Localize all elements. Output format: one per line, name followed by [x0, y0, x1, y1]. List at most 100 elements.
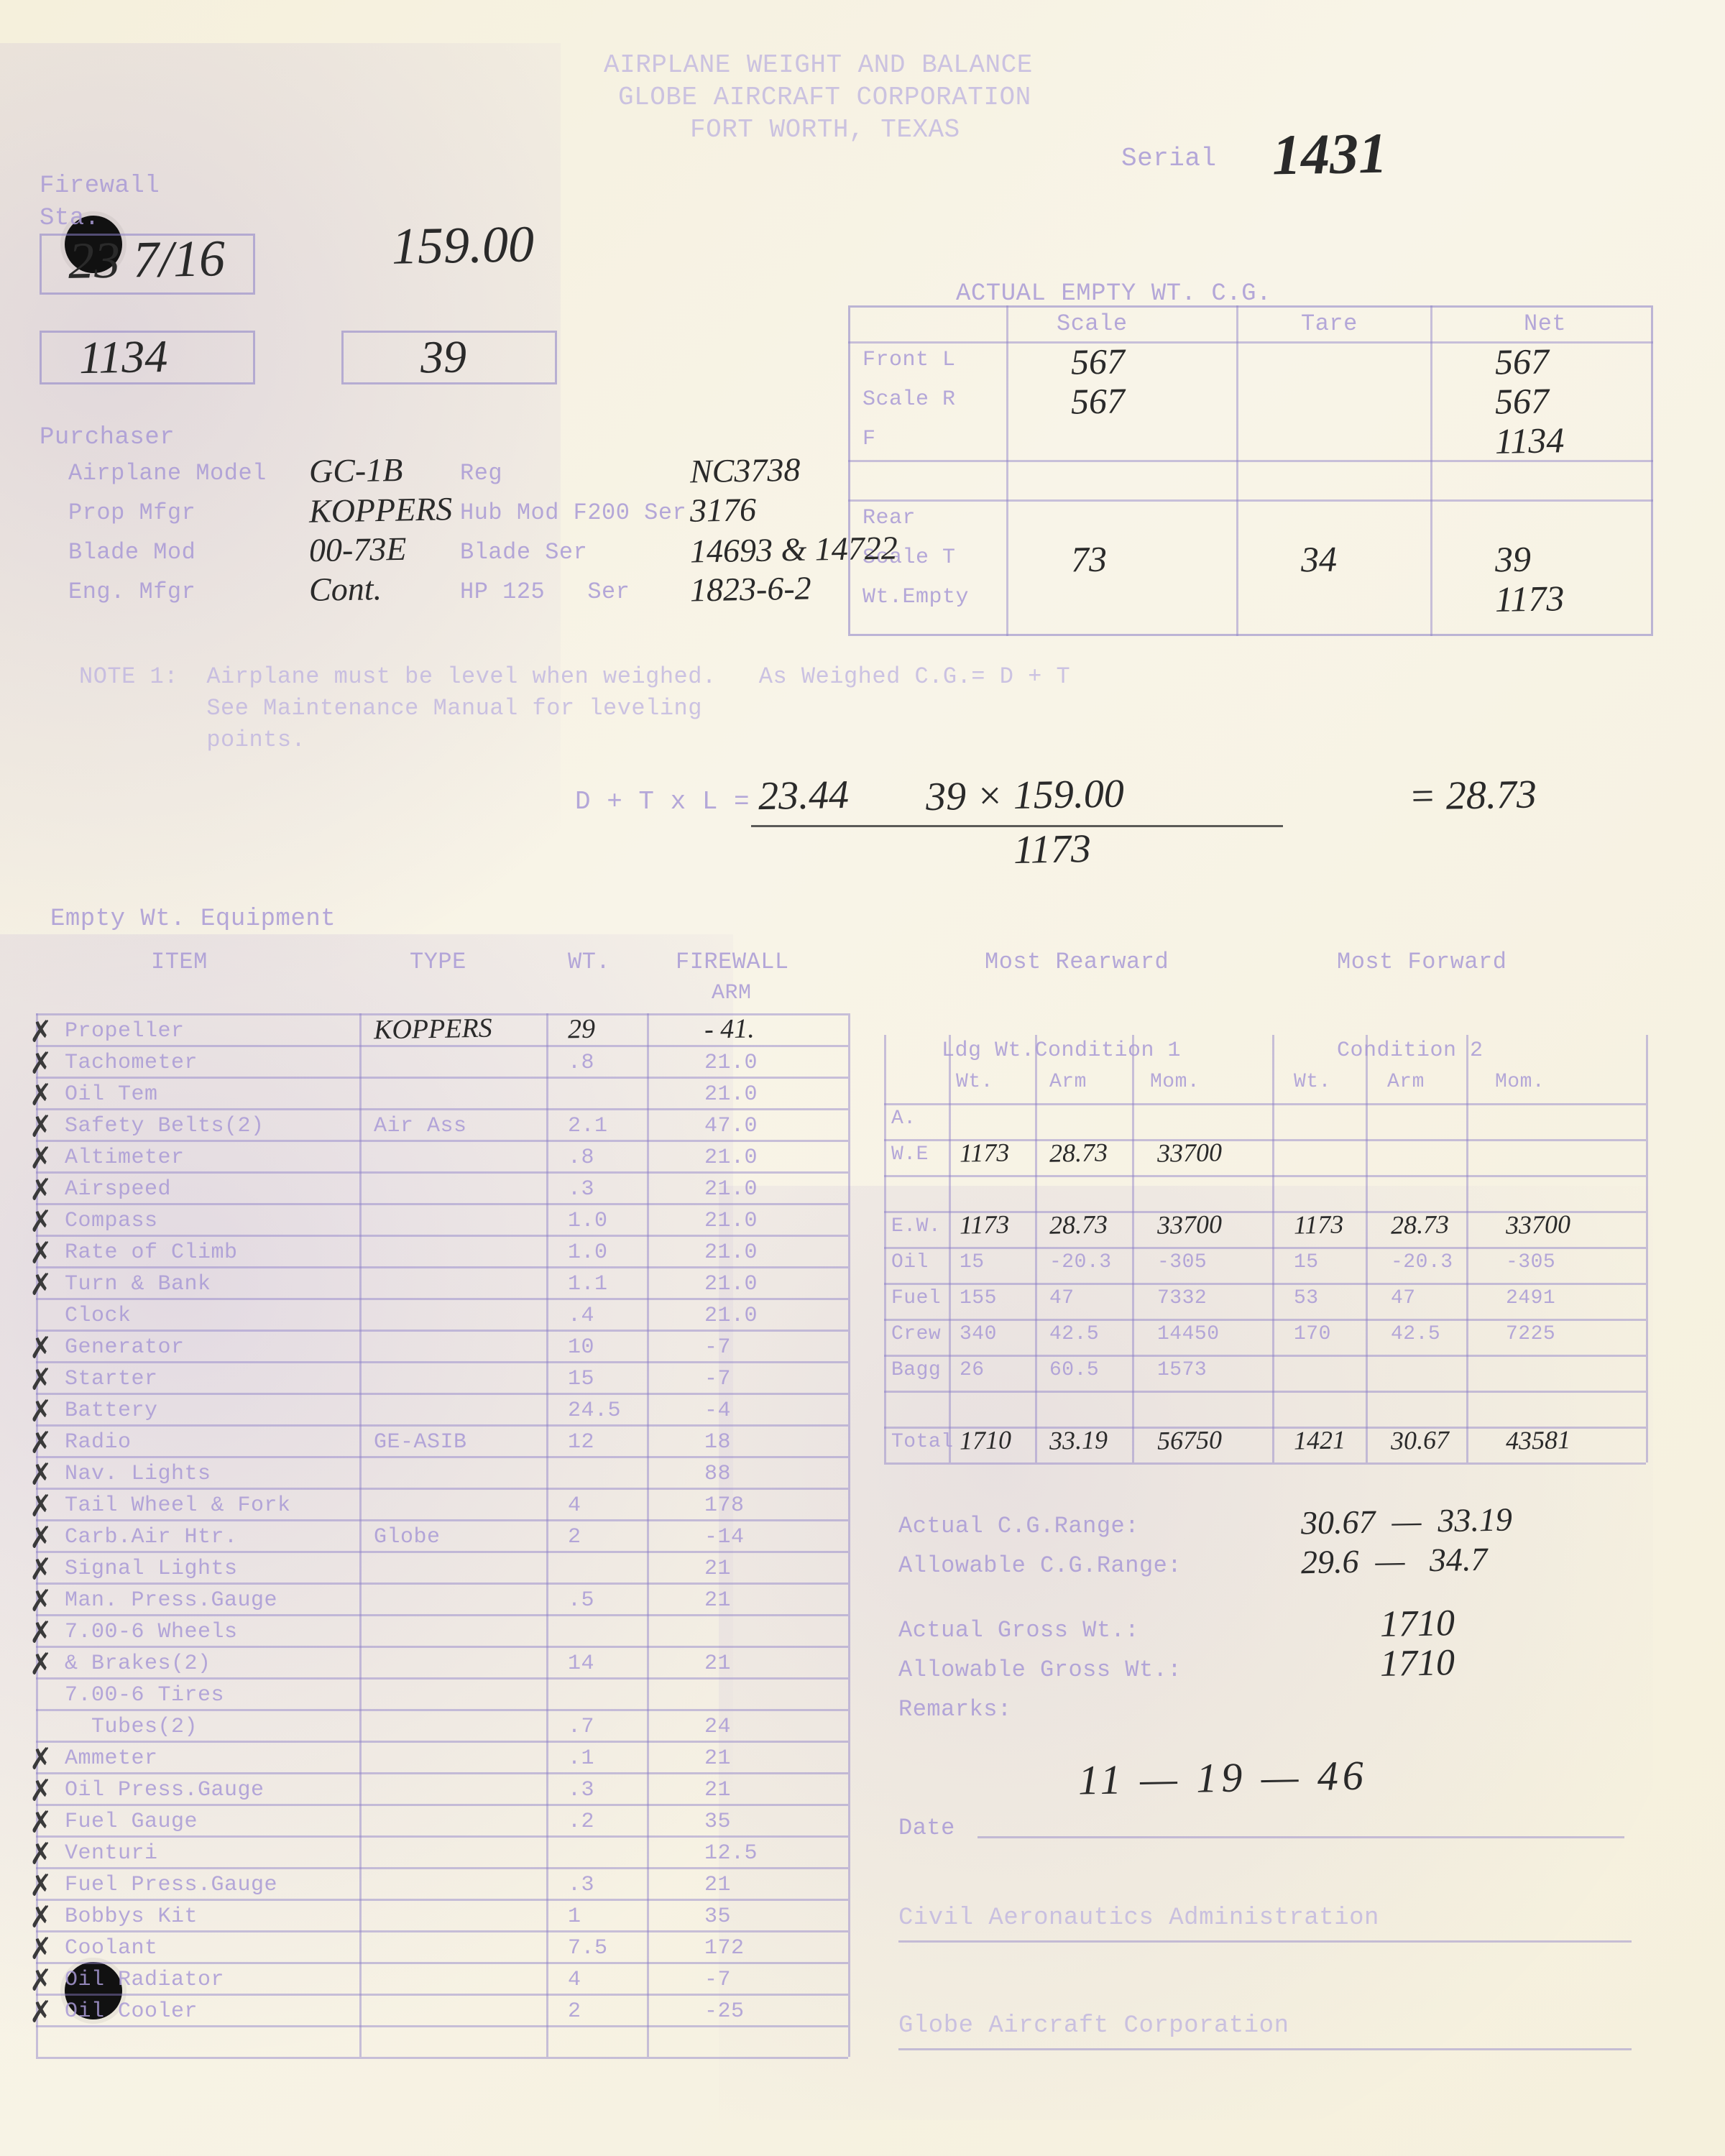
purchaser-cell: Eng. Mfgr — [68, 579, 196, 605]
cg-cell: 170 — [1294, 1323, 1331, 1345]
cg-col-wt2: Wt. — [1294, 1071, 1331, 1093]
cg-cell: 47 — [1391, 1287, 1416, 1309]
equip-col-fwd: Most Forward — [1337, 949, 1506, 975]
equip-cell: 35 — [704, 1810, 731, 1834]
equip-cell: Coolant — [65, 1936, 158, 1961]
cg-cell: 28.73 — [1049, 1137, 1108, 1168]
purchaser-cell: GC-1B — [309, 451, 403, 490]
equip-cell: 1 — [568, 1904, 581, 1929]
ae-cell: 1173 — [1495, 577, 1565, 620]
allow-cg-label: Allowable C.G.Range: — [898, 1552, 1182, 1579]
equip-cell: Oil Press.Gauge — [65, 1778, 264, 1802]
equip-cell: 21.0 — [704, 1272, 758, 1296]
check-mark: ✗ — [27, 1267, 54, 1302]
purchaser-cell: KOPPERS — [309, 489, 453, 530]
equip-cell: 21.0 — [704, 1146, 758, 1170]
cg-cell: 14450 — [1157, 1323, 1220, 1345]
cg-cell: 1173 — [960, 1209, 1010, 1240]
equip-cell: 178 — [704, 1493, 745, 1518]
equip-col-rear: Most Rearward — [985, 949, 1169, 975]
cg-cell: 26 — [960, 1359, 985, 1381]
purchaser-cell: 00-73E — [309, 530, 407, 569]
equip-cell: 21.0 — [704, 1177, 758, 1202]
formula-top: 39 × 159.00 — [905, 770, 1124, 820]
check-mark: ✗ — [27, 1931, 54, 1966]
equip-cell: Starter — [65, 1367, 158, 1391]
equip-cell: 24 — [704, 1715, 731, 1739]
check-mark: ✗ — [27, 1141, 54, 1176]
equip-cell: Radio — [65, 1430, 132, 1455]
cg-cell: 33700 — [1157, 1209, 1223, 1240]
firewall-ll: 1134 — [78, 330, 168, 384]
cg-row-label: Bagg — [891, 1359, 941, 1381]
check-mark: ✗ — [27, 1488, 54, 1524]
purchaser-cell: Cont. — [309, 569, 382, 609]
equip-cell: Fuel Gauge — [65, 1810, 198, 1834]
equip-cell: Tail Wheel & Fork — [65, 1493, 291, 1518]
equip-cell: .4 — [568, 1304, 594, 1328]
formula-d: 23.44 — [758, 772, 849, 819]
ae-cell: 1134 — [1495, 419, 1565, 462]
purchaser-cell: Hub Mod F200 Ser — [460, 499, 686, 526]
equip-cell: 21 — [704, 1588, 731, 1613]
equip-cell: .8 — [568, 1146, 594, 1170]
equip-cell: .7 — [568, 1715, 594, 1739]
equip-cell: Signal Lights — [65, 1557, 238, 1581]
cg-cell: 1173 — [1294, 1209, 1344, 1240]
globe-label: Globe Aircraft Corporation — [898, 2012, 1289, 2040]
equip-cell: .3 — [568, 1177, 594, 1202]
check-mark: ✗ — [27, 1868, 54, 1903]
check-mark: ✗ — [27, 1646, 54, 1682]
equip-cell: Altimeter — [65, 1146, 185, 1170]
equip-cell: 2.1 — [568, 1114, 608, 1138]
equip-cell: 172 — [704, 1936, 745, 1961]
equip-cell: 35 — [704, 1904, 731, 1929]
equip-cell: .1 — [568, 1746, 594, 1771]
cg-cell: 53 — [1294, 1287, 1319, 1309]
cg-cell: 1710 — [960, 1424, 1012, 1455]
cg-cell: 43581 — [1506, 1424, 1571, 1456]
cg-cell: 1173 — [960, 1137, 1010, 1168]
remarks-label: Remarks: — [898, 1696, 1012, 1723]
check-mark: ✗ — [27, 1741, 54, 1777]
firewall-lr: 39 — [420, 330, 466, 384]
equip-cell: Oil Radiator — [65, 1968, 224, 1992]
cg-cell: 42.5 — [1049, 1323, 1099, 1345]
caa-label: Civil Aeronautics Administration — [898, 1904, 1379, 1932]
sta-label: Sta. — [40, 205, 100, 232]
cg-row-label: A. — [891, 1107, 916, 1130]
cg-cell: 42.5 — [1391, 1323, 1440, 1345]
purchaser-cell: 1823-6-2 — [690, 569, 812, 609]
cg-row-label: W.E — [891, 1143, 929, 1166]
equip-cell: 21 — [704, 1778, 731, 1802]
purchaser-cell: Prop Mfgr — [68, 499, 196, 526]
title-line2: GLOBE AIRCRAFT CORPORATION — [618, 83, 1031, 112]
cg-row-label: Total — [891, 1431, 954, 1453]
cg-row-label: Crew — [891, 1323, 941, 1345]
cg-hdr2: Condition 2 — [1337, 1038, 1484, 1063]
check-mark: ✗ — [27, 1109, 54, 1144]
firewall-label: Firewall — [40, 172, 160, 200]
cg-cell: 2491 — [1506, 1287, 1555, 1309]
cg-cell: 1421 — [1294, 1424, 1346, 1455]
ae-cell: F — [862, 427, 876, 451]
check-mark: ✗ — [27, 1963, 54, 1998]
equip-cell: .8 — [568, 1051, 594, 1075]
ae-cell: Front L — [862, 348, 956, 372]
equip-cell: Globe — [374, 1525, 441, 1549]
equip-cell: 4 — [568, 1968, 581, 1992]
cg-cell: -305 — [1506, 1251, 1555, 1273]
equip-cell: Oil Cooler — [65, 1999, 198, 2024]
allow-gw: 1710 — [1379, 1641, 1455, 1685]
equip-cell: Clock — [65, 1304, 132, 1328]
ae-cell: 567 — [1494, 340, 1549, 382]
ae-cell: 34 — [1300, 538, 1337, 581]
cg-cell: 33700 — [1506, 1209, 1571, 1240]
check-mark: ✗ — [27, 1172, 54, 1207]
date-value: 11 — 19 — 46 — [1077, 1751, 1368, 1804]
formula-eq: = 28.73 — [1408, 771, 1537, 819]
ae-cell: Scale R — [862, 387, 956, 412]
note: NOTE 1: Airplane must be level when weig… — [79, 661, 1070, 756]
check-mark: ✗ — [27, 1615, 54, 1650]
cg-col-mom2: Mom. — [1495, 1071, 1545, 1093]
